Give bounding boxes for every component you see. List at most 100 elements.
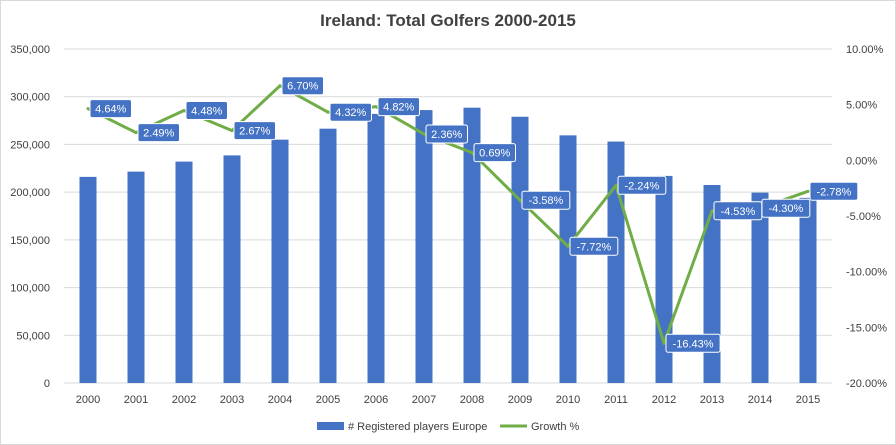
data-label-text: 2.67% — [239, 126, 270, 138]
legend: # Registered players Europe Growth % — [317, 421, 580, 433]
data-label: -2.78% — [809, 181, 859, 201]
legend-label: Growth % — [531, 421, 580, 433]
bar — [175, 161, 193, 383]
bar — [511, 116, 529, 384]
data-label-box — [329, 102, 372, 122]
y-right-tick-label: -5.00% — [846, 211, 881, 223]
line-point — [470, 151, 474, 155]
bar — [319, 128, 337, 383]
data-label: -4.53% — [713, 201, 763, 221]
data-label-text: -7.72% — [576, 241, 611, 253]
line-point — [86, 107, 90, 111]
bar — [127, 171, 145, 383]
bar — [799, 197, 817, 383]
bar — [415, 110, 433, 384]
data-label-text: -3.58% — [528, 195, 563, 207]
data-label-text: -2.24% — [624, 180, 659, 192]
y-left-tick-label: 300,000 — [10, 92, 50, 104]
y-right-tick-label: -15.00% — [846, 322, 887, 334]
data-label-box — [233, 121, 276, 141]
data-label-box — [665, 333, 721, 353]
data-label-text: -4.53% — [720, 206, 755, 218]
x-tick-label: 2002 — [172, 394, 196, 406]
x-tick-label: 2000 — [76, 394, 100, 406]
data-label-text: 4.64% — [95, 104, 126, 116]
bar — [463, 107, 481, 383]
data-label-box — [521, 190, 571, 210]
x-tick-label: 2003 — [220, 394, 244, 406]
x-tick-label: 2005 — [316, 394, 340, 406]
data-label-text: -16.43% — [673, 338, 714, 350]
data-label-box — [617, 175, 667, 195]
data-label: 6.70% — [281, 76, 324, 96]
data-labels: 4.64% 2.49% 4.48% 2.67% 6.70% 4.32% 4.82% 2.36%… — [89, 76, 859, 353]
chart-title: Ireland: Total Golfers 2000-2015 — [320, 11, 576, 30]
line-point — [278, 84, 282, 88]
data-label: 2.36% — [425, 124, 468, 144]
data-label-text: 4.82% — [383, 102, 414, 114]
y-left-tick-label: 200,000 — [10, 187, 50, 199]
data-label-box — [425, 124, 468, 144]
bar-series — [79, 107, 817, 384]
data-label: -7.72% — [569, 236, 619, 256]
y-right-tick-label: -10.00% — [846, 267, 887, 279]
x-tick-label: 2010 — [556, 394, 580, 406]
y-right-tick-label: 10.00% — [846, 44, 884, 56]
data-label-text: 0.69% — [479, 148, 510, 160]
data-label: -16.43% — [665, 333, 721, 353]
line-series — [86, 84, 810, 345]
data-label-box — [569, 236, 619, 256]
y-left-tick-label: 350,000 — [10, 44, 50, 56]
line-point — [614, 183, 618, 187]
x-tick-label: 2014 — [748, 394, 772, 406]
line-point — [326, 110, 330, 114]
x-tick-label: 2009 — [508, 394, 532, 406]
x-tick-label: 2008 — [460, 394, 484, 406]
bar — [79, 176, 97, 383]
data-label-box — [185, 100, 228, 120]
data-label: -4.30% — [761, 198, 811, 218]
y-left-tick-label: 50,000 — [16, 330, 50, 342]
data-label-text: 4.48% — [191, 105, 222, 117]
y-left-tick-label: 0 — [44, 378, 50, 390]
bar — [223, 155, 241, 383]
data-label-text: 6.70% — [287, 81, 318, 93]
data-label-text: -4.30% — [768, 203, 803, 215]
data-label-box — [89, 99, 132, 119]
data-label: 4.64% — [89, 99, 132, 119]
data-label-box — [761, 198, 811, 218]
line-point — [182, 108, 186, 112]
x-tick-label: 2001 — [124, 394, 148, 406]
data-label-text: -2.78% — [816, 186, 851, 198]
x-tick-label: 2006 — [364, 394, 388, 406]
line-point — [566, 244, 570, 248]
data-label: 2.67% — [233, 121, 276, 141]
x-tick-label: 2012 — [652, 394, 676, 406]
line-point — [710, 209, 714, 213]
line-point — [662, 341, 666, 345]
line-point — [518, 198, 522, 202]
x-tick-label: 2004 — [268, 394, 292, 406]
line-point — [230, 129, 234, 133]
data-label: 4.32% — [329, 102, 372, 122]
x-tick-label: 2015 — [796, 394, 820, 406]
line-point — [134, 131, 138, 135]
bar — [703, 184, 721, 383]
data-label: -3.58% — [521, 190, 571, 210]
data-label-text: 2.36% — [431, 129, 462, 141]
data-label-box — [377, 97, 420, 117]
data-label-box — [473, 143, 516, 163]
line-point — [806, 189, 810, 193]
y-right-tick-label: 5.00% — [846, 100, 877, 112]
bar — [559, 135, 577, 383]
data-label: 2.49% — [137, 123, 180, 143]
data-label-text: 2.49% — [143, 128, 174, 140]
line-point — [422, 132, 426, 136]
y-left-tick-label: 150,000 — [10, 235, 50, 247]
data-label: 4.48% — [185, 100, 228, 120]
line-point — [374, 105, 378, 109]
y-axis-left: 0 50,000 100,000 150,000 200,000 250,000 300,0… — [10, 44, 50, 390]
data-label-text: 4.32% — [335, 107, 366, 119]
bar — [271, 139, 289, 383]
x-axis: 2000 2001 2002 2003 2004 2005 2006 2007 2008 2009… — [76, 394, 820, 406]
